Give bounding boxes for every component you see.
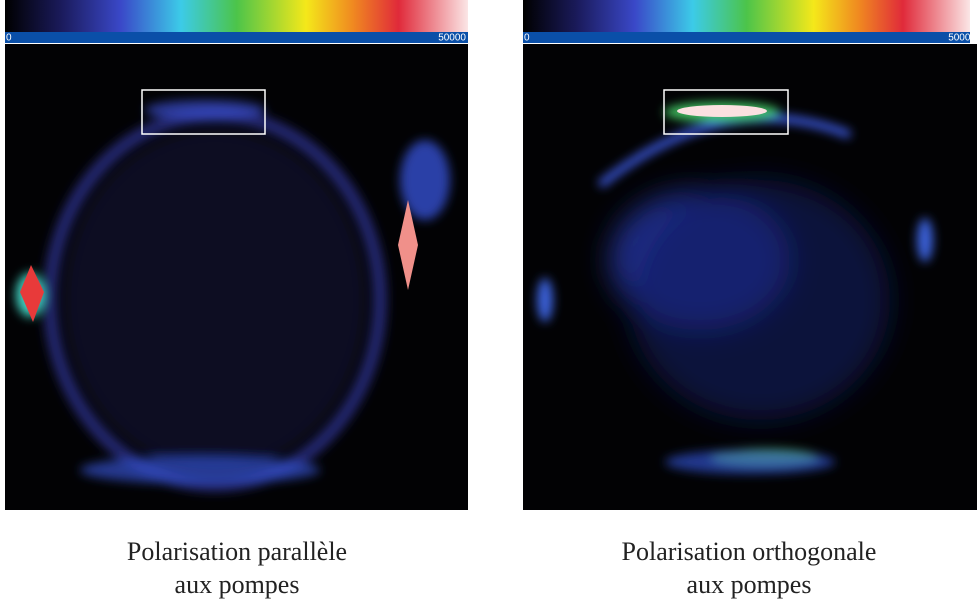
caption-line: Polarisation orthogonale: [622, 537, 877, 566]
roi-box: [141, 89, 266, 135]
hotspot: [677, 105, 767, 117]
caption-line: aux pompes: [175, 570, 300, 599]
colorbar-min: 0: [524, 33, 530, 44]
colorbar-min: 0: [6, 33, 12, 44]
colorbar: [523, 0, 970, 32]
panel-right: 0 50000 Polarisation orthogonale aux pom…: [523, 0, 977, 599]
caption-line: Polarisation parallèle: [127, 537, 347, 566]
caption-line: aux pompes: [687, 570, 812, 599]
colorbar-axis: [523, 32, 970, 43]
colorbar-max: 50000: [438, 33, 466, 44]
colorbar-max: 50000: [948, 33, 976, 44]
hotspot: [398, 200, 418, 290]
image-content: [610, 180, 890, 420]
colorbar: [5, 0, 468, 32]
panel-left: 0 50000 Polarisation parallèle aux pompe…: [5, 0, 468, 599]
colorbar-axis: [5, 32, 468, 43]
hotspot: [20, 265, 44, 322]
roi-box: [663, 89, 789, 135]
